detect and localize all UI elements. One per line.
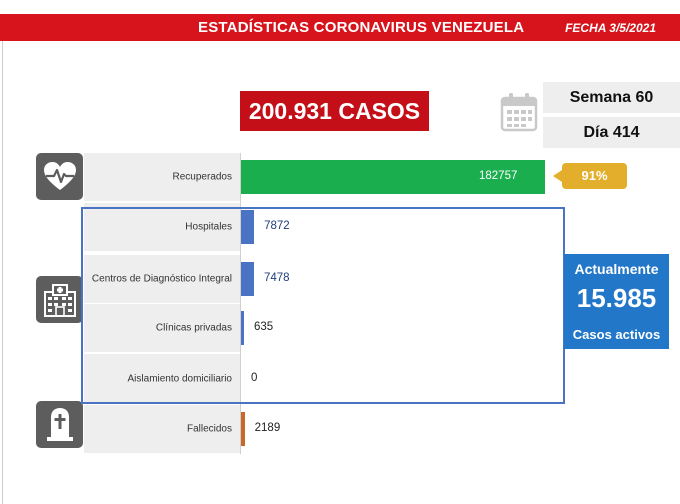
week-indicator: Semana 60: [543, 82, 680, 113]
active-cases-caption: Actualmente: [574, 261, 659, 277]
chart-axis: [240, 153, 241, 454]
category-label: Clínicas privadas: [155, 322, 232, 334]
category-row-hospitales: Hospitales: [84, 203, 240, 251]
bar-value-fallecidos: 2189: [254, 422, 281, 434]
bar-value-clinicas-privadas: 635: [254, 321, 274, 333]
bar-value-centros-de-diagnostico-integral: 7478: [264, 272, 290, 284]
calendar-icon: [500, 93, 538, 132]
category-row-recuperados: Recuperados: [84, 153, 240, 201]
active-cases-panel: Actualmente 15.985 Casos activos: [564, 254, 669, 349]
bar-centros-de-diagnostico-integral: [241, 262, 254, 296]
active-cases-label: Casos activos: [572, 327, 661, 342]
category-row-centros-de-diagnostico-integral: Centros de Diagnóstico Integral: [84, 255, 240, 303]
percent-pointer: [553, 170, 562, 182]
bar-recuperados: [241, 160, 545, 194]
page-title: ESTADÍSTICAS CORONAVIRUS VENEZUELA: [198, 19, 525, 36]
category-row-fallecidos: Fallecidos: [84, 405, 240, 453]
active-cases-count: 15.985: [576, 283, 657, 313]
bar-value-recuperados: 182757: [479, 170, 518, 182]
heartbeat-icon: [36, 153, 83, 200]
category-label: Aislamiento domiciliario: [127, 373, 232, 385]
hospital-icon: [36, 276, 83, 323]
recovered-percent-badge: 91%: [562, 163, 627, 189]
day-indicator: Día 414: [543, 117, 680, 148]
category-label: Centros de Diagnóstico Integral: [91, 273, 232, 285]
report-date: FECHA 3/5/2021: [565, 21, 656, 35]
header-bar: ESTADÍSTICAS CORONAVIRUS VENEZUELA FECHA…: [0, 14, 680, 41]
bar-fallecidos: [241, 412, 245, 446]
left-divider: [2, 41, 3, 504]
bar-hospitales: [241, 210, 255, 244]
total-cases-badge: 200.931 CASOS: [240, 91, 429, 131]
active-cases-frame: [81, 207, 565, 404]
bar-clinicas-privadas: [241, 311, 244, 345]
category-row-clinicas-privadas: Clínicas privadas: [84, 304, 240, 352]
tombstone-icon: [36, 401, 83, 448]
category-label: Fallecidos: [186, 423, 232, 435]
category-label: Hospitales: [185, 221, 232, 233]
bar-value-hospitales: 7872: [264, 220, 290, 232]
category-row-aislamiento-domiciliario: Aislamiento domiciliario: [84, 354, 240, 404]
bar-value-aislamiento-domiciliario: 0: [251, 372, 258, 384]
category-label: Recuperados: [172, 171, 232, 183]
